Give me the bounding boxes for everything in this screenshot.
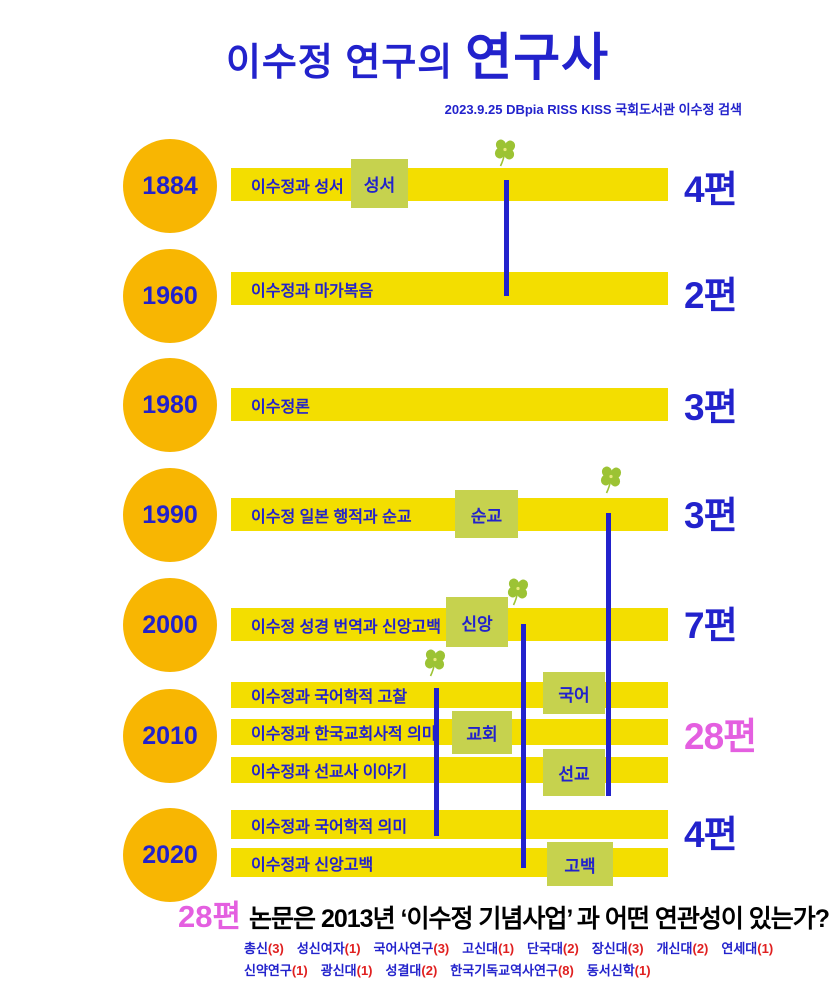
bar-label: 이수정과 마가복음 [251, 282, 374, 300]
institution-name: 장신대 [591, 941, 628, 956]
institution-count: (1) [634, 963, 651, 978]
institution-item: 고신대(1) [462, 941, 514, 956]
page-title-emphasis: 연구사 [465, 29, 610, 86]
bar-label: 이수정과 국어학적 의미 [251, 818, 408, 836]
institution-item: 광신대(1) [321, 963, 373, 978]
paper-count: 28편 [684, 716, 757, 757]
bar-label: 이수정과 한국교회사적 의미 [251, 726, 437, 743]
institution-count: (2) [421, 963, 438, 978]
institution-name: 연세대 [721, 941, 758, 956]
bar-label: 이수정과 국어학적 고찰 [251, 689, 408, 706]
keyword-badge: 선교 [543, 749, 605, 796]
year-circle-1980: 1980 [123, 358, 217, 452]
institution-count: (1) [356, 963, 373, 978]
institution-item: 장신대(3) [592, 941, 644, 956]
bar-label: 이수정과 신앙고백 [251, 856, 374, 874]
timeline-bar: 이수정과 국어학적 의미 [231, 810, 668, 839]
institution-list-line1: 총신(3) 성신여자(1) 국어사연구(3) 고신대(1) 단국대(2) 장신대(3) 개신… [244, 938, 786, 957]
institution-name: 개신대 [656, 941, 693, 956]
institution-item: 동서신학(1) [587, 963, 651, 978]
clover-icon [494, 139, 516, 167]
connector-line [521, 624, 526, 868]
institution-name: 성결대 [385, 963, 422, 978]
institution-name: 단국대 [527, 941, 563, 956]
institution-item: 한국기독교역사연구(8) [450, 963, 574, 978]
institution-item: 성신여자(1) [297, 941, 361, 956]
paper-count: 3편 [684, 495, 738, 536]
paper-count: 4편 [684, 814, 738, 855]
institution-item: 성결대(2) [386, 963, 438, 978]
paper-count: 4편 [684, 169, 738, 210]
year-circle-1990: 1990 [123, 468, 217, 562]
page-title-prefix: 이수정 연구의 [225, 42, 454, 84]
institution-item: 신약연구(1) [244, 963, 308, 978]
institution-count: (1) [344, 941, 361, 956]
timeline-bar: 이수정론 [231, 388, 668, 421]
institution-item: 국어사연구(3) [374, 941, 450, 956]
footer-heading: 28편 논문은 2013년 ‘이수정 기념사업’ 과 어떤 연관성이 있는가? [178, 891, 830, 936]
connector-line [504, 180, 509, 296]
keyword-badge: 신앙 [446, 597, 508, 647]
paper-count: 2편 [684, 275, 738, 316]
institution-name: 국어사연구 [373, 941, 434, 956]
institution-item: 연세대(1) [721, 941, 773, 956]
paper-count: 7편 [684, 605, 738, 646]
institution-count: (1) [498, 941, 515, 956]
institution-name: 광신대 [320, 963, 357, 978]
institution-name: 성신여자 [296, 941, 345, 956]
institution-count: (3) [433, 941, 450, 956]
keyword-badge: 순교 [455, 490, 518, 538]
institution-list-line2: 신약연구(1) 광신대(1) 성결대(2) 한국기독교역사연구(8) 동서신학(1) [244, 960, 664, 979]
clover-icon [600, 466, 622, 494]
institution-count: (1) [291, 963, 308, 978]
year-circle-1960: 1960 [123, 249, 217, 343]
institution-count: (2) [562, 941, 579, 956]
timeline-bar: 이수정과 한국교회사적 의미 [231, 719, 668, 745]
institution-count: (3) [267, 941, 284, 956]
keyword-badge: 교회 [452, 711, 512, 754]
institution-count: (3) [627, 941, 644, 956]
paper-count: 3편 [684, 387, 738, 428]
bar-label: 이수정 성경 번역과 신앙고백 [251, 618, 441, 636]
institution-item: 단국대(2) [527, 941, 579, 956]
keyword-badge: 성서 [351, 159, 408, 208]
clover-icon [507, 578, 529, 606]
year-circle-2020: 2020 [123, 808, 217, 902]
institution-count: (2) [692, 941, 709, 956]
page-title: 이수정 연구의 연구사 [0, 16, 835, 90]
institution-count: (8) [557, 963, 574, 978]
keyword-badge: 국어 [543, 672, 605, 714]
keyword-badge: 고백 [547, 842, 613, 886]
year-circle-1884: 1884 [123, 139, 217, 233]
bar-label: 이수정과 선교사 이야기 [251, 764, 408, 781]
timeline-bar: 이수정 일본 행적과 순교 [231, 498, 668, 531]
connector-line [606, 513, 611, 796]
year-circle-2000: 2000 [123, 578, 217, 672]
bar-label: 이수정 일본 행적과 순교 [251, 508, 412, 526]
timeline-bar: 이수정과 성서 [231, 168, 668, 201]
institution-name: 고신대 [462, 941, 499, 956]
bar-label: 이수정론 [251, 398, 310, 416]
institution-name: 동서신학 [586, 963, 635, 978]
institution-name: 신약연구 [244, 963, 292, 978]
bar-label: 이수정과 성서 [251, 178, 344, 196]
institution-name: 한국기독교역사연구 [450, 963, 558, 978]
institution-item: 총신(3) [244, 941, 284, 956]
institution-item: 개신대(2) [657, 941, 709, 956]
timeline-bar: 이수정과 마가복음 [231, 272, 668, 305]
year-circle-2010: 2010 [123, 689, 217, 783]
footer-paper-count: 28편 [178, 899, 242, 934]
institution-count: (1) [757, 941, 774, 956]
footer-question: 논문은 2013년 ‘이수정 기념사업’ 과 어떤 연관성이 있는가? [249, 905, 830, 933]
search-source-caption: 2023.9.25 DBpia RISS KISS 국회도서관 이수정 검색 [444, 102, 742, 117]
connector-line [434, 688, 439, 836]
institution-name: 총신 [244, 941, 268, 956]
clover-icon [424, 649, 446, 677]
